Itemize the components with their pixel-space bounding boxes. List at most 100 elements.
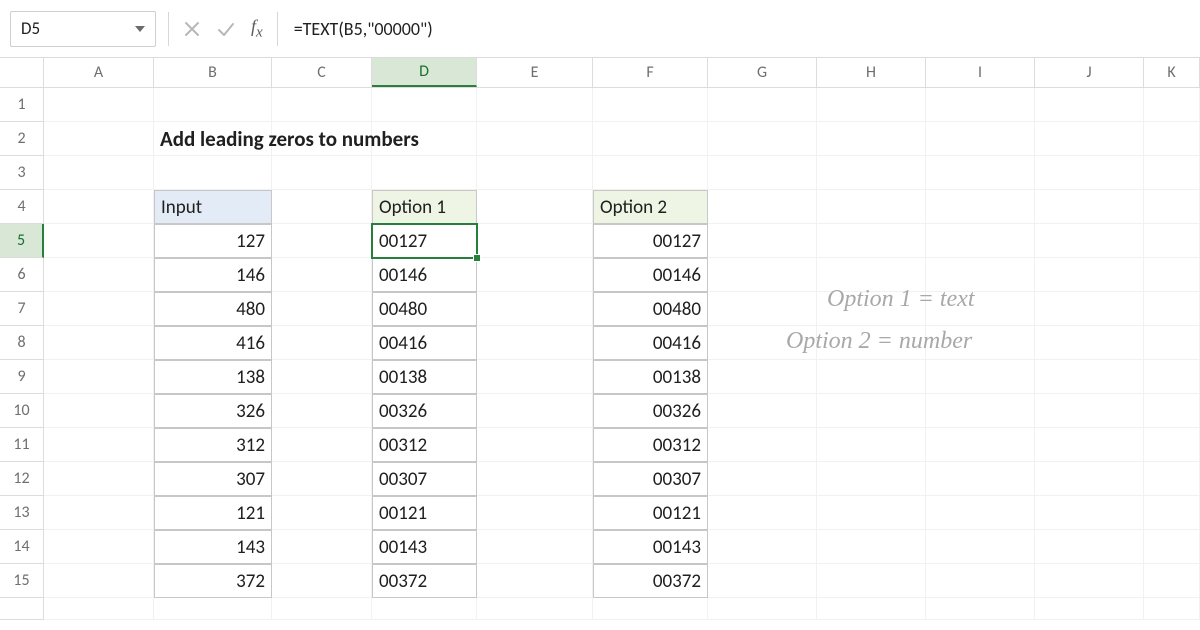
cell[interactable] — [44, 360, 154, 394]
cell[interactable] — [272, 462, 372, 496]
cell[interactable] — [817, 564, 926, 598]
cell[interactable] — [817, 360, 926, 394]
cell[interactable] — [817, 530, 926, 564]
cell[interactable] — [272, 224, 372, 258]
cell[interactable] — [272, 190, 372, 224]
cell[interactable] — [1144, 564, 1200, 598]
cell[interactable] — [926, 156, 1035, 190]
cell[interactable] — [926, 598, 1035, 620]
cell[interactable]: Input — [154, 190, 272, 224]
col-header-A[interactable]: A — [44, 58, 154, 87]
row-header-11[interactable]: 11 — [0, 428, 44, 462]
cell[interactable] — [1144, 598, 1200, 620]
cell[interactable] — [817, 88, 926, 122]
cell[interactable] — [817, 122, 926, 156]
row-header-6[interactable]: 6 — [0, 258, 44, 292]
col-header-D[interactable]: D — [372, 58, 477, 87]
cell[interactable] — [708, 462, 817, 496]
cell[interactable] — [708, 190, 817, 224]
fill-handle[interactable] — [473, 254, 481, 262]
cell[interactable] — [708, 394, 817, 428]
cell[interactable] — [372, 156, 477, 190]
cell[interactable] — [477, 360, 593, 394]
cell[interactable] — [477, 496, 593, 530]
cell[interactable] — [1144, 326, 1200, 360]
cell[interactable] — [44, 598, 154, 620]
row-header-15[interactable]: 15 — [0, 564, 44, 598]
cancel-icon[interactable] — [175, 12, 209, 46]
row-header-13[interactable]: 13 — [0, 496, 44, 530]
name-box[interactable]: D5 — [10, 11, 156, 47]
row-header-8[interactable]: 8 — [0, 326, 44, 360]
col-header-I[interactable]: I — [926, 58, 1035, 87]
cell[interactable]: 00307 — [372, 462, 477, 496]
cell[interactable] — [817, 224, 926, 258]
cell[interactable] — [477, 564, 593, 598]
cell[interactable] — [1144, 292, 1200, 326]
cell[interactable] — [372, 598, 477, 620]
cell[interactable]: 127 — [154, 224, 272, 258]
cell[interactable] — [1035, 462, 1144, 496]
cell[interactable]: 121 — [154, 496, 272, 530]
row-header-12[interactable]: 12 — [0, 462, 44, 496]
cell[interactable] — [1144, 258, 1200, 292]
cell[interactable] — [272, 496, 372, 530]
cell[interactable] — [154, 88, 272, 122]
cell[interactable]: 146 — [154, 258, 272, 292]
cell[interactable]: 00416 — [372, 326, 477, 360]
formula-input[interactable]: =TEXT(B5,"00000") — [284, 11, 1190, 47]
cell[interactable] — [817, 496, 926, 530]
cell[interactable]: 00372 — [593, 564, 708, 598]
cell[interactable] — [817, 598, 926, 620]
cell[interactable] — [1144, 394, 1200, 428]
cell[interactable]: 00480 — [593, 292, 708, 326]
cell[interactable] — [1144, 224, 1200, 258]
col-header-C[interactable]: C — [272, 58, 372, 87]
cell[interactable] — [44, 394, 154, 428]
confirm-icon[interactable] — [209, 12, 243, 46]
cell[interactable] — [817, 462, 926, 496]
col-header-H[interactable]: H — [817, 58, 926, 87]
cell[interactable] — [926, 224, 1035, 258]
cell[interactable] — [1144, 530, 1200, 564]
cell[interactable] — [708, 88, 817, 122]
cell[interactable] — [477, 224, 593, 258]
cell[interactable] — [708, 258, 817, 292]
cell[interactable] — [926, 564, 1035, 598]
cell[interactable] — [477, 156, 593, 190]
fx-icon[interactable]: fx — [243, 16, 271, 42]
cell[interactable]: 00138 — [372, 360, 477, 394]
cell[interactable]: 00143 — [372, 530, 477, 564]
row-header-4[interactable]: 4 — [0, 190, 44, 224]
col-header-B[interactable]: B — [154, 58, 272, 87]
col-header-J[interactable]: J — [1035, 58, 1144, 87]
cell[interactable] — [477, 530, 593, 564]
cell[interactable]: 00143 — [593, 530, 708, 564]
cell[interactable] — [926, 496, 1035, 530]
cell[interactable] — [44, 564, 154, 598]
row-header-1[interactable]: 1 — [0, 88, 44, 122]
cell[interactable] — [817, 156, 926, 190]
cell[interactable] — [926, 190, 1035, 224]
cell[interactable] — [817, 428, 926, 462]
cell[interactable] — [926, 530, 1035, 564]
cell[interactable] — [154, 598, 272, 620]
cell[interactable] — [1144, 156, 1200, 190]
cell[interactable] — [1144, 428, 1200, 462]
cell[interactable] — [1035, 224, 1144, 258]
cell[interactable] — [1035, 88, 1144, 122]
col-header-K[interactable]: K — [1144, 58, 1200, 87]
cell[interactable] — [708, 360, 817, 394]
cell[interactable] — [44, 428, 154, 462]
cell[interactable]: 00127 — [593, 224, 708, 258]
cell[interactable]: 00146 — [593, 258, 708, 292]
cell[interactable] — [44, 326, 154, 360]
cell[interactable]: 326 — [154, 394, 272, 428]
cell[interactable]: 480 — [154, 292, 272, 326]
row-header-9[interactable]: 9 — [0, 360, 44, 394]
cell[interactable] — [272, 598, 372, 620]
cell[interactable]: Option 2 — [593, 190, 708, 224]
cell[interactable] — [926, 394, 1035, 428]
cell[interactable] — [44, 258, 154, 292]
cell[interactable] — [477, 292, 593, 326]
